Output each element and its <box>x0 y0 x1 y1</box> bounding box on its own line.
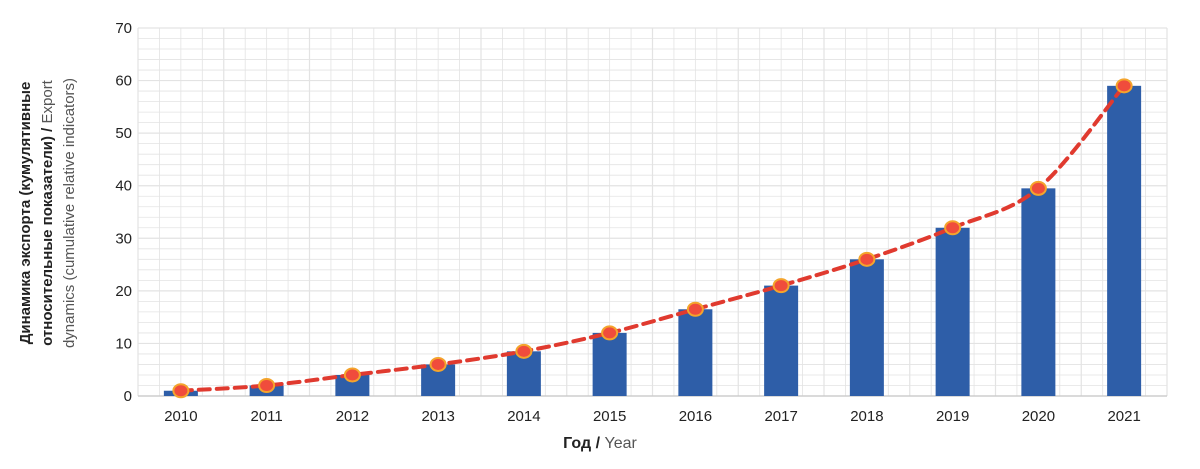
bars <box>163 85 1142 396</box>
x-tick-label: 2020 <box>1022 408 1055 425</box>
data-point-marker <box>343 367 361 383</box>
x-tick-label: 2019 <box>936 408 969 425</box>
bar <box>935 227 970 396</box>
x-tick-label: 2013 <box>421 408 454 425</box>
data-point-marker <box>429 356 447 372</box>
x-tick-label: 2015 <box>593 408 626 425</box>
y-tick-label: 70 <box>115 20 132 37</box>
bar <box>678 309 713 396</box>
data-point-marker <box>686 301 704 317</box>
x-tick-labels: 2010 2011 2012 2013 2014 2015 2016 2017 2018 2019… <box>164 408 1141 425</box>
x-axis-title-primary: Год <box>563 435 591 452</box>
y-axis-title-line3: dynamics (cumulative relative indicators… <box>61 78 78 348</box>
data-point-marker <box>944 220 962 236</box>
y-tick-label: 60 <box>115 73 132 90</box>
y-axis-title-line2: относительные показатели) / Export <box>39 79 56 346</box>
x-tick-label: 2014 <box>507 408 540 425</box>
data-point-marker <box>601 325 619 341</box>
x-tick-label: 2010 <box>164 408 197 425</box>
x-tick-label: 2011 <box>250 408 282 425</box>
data-point-marker <box>772 278 790 294</box>
data-point-marker <box>172 383 190 399</box>
y-tick-label: 0 <box>124 388 132 405</box>
x-tick-label: 2016 <box>679 408 712 425</box>
x-tick-label: 2012 <box>336 408 369 425</box>
data-point-marker <box>258 377 276 393</box>
bar <box>764 285 799 396</box>
data-point-marker <box>1115 78 1133 94</box>
y-axis-title-line1: Динамика экспорта (кумулятивные <box>17 82 34 345</box>
grid <box>137 27 1168 397</box>
bar <box>1021 188 1056 396</box>
x-tick-label: 2021 <box>1107 408 1140 425</box>
bar <box>335 374 370 396</box>
x-axis-title-secondary: Year <box>605 435 638 452</box>
x-axis-title: Год / Year <box>563 435 637 452</box>
y-tick-label: 40 <box>115 178 132 195</box>
x-tick-label: 2018 <box>850 408 883 425</box>
data-point-marker <box>515 343 533 359</box>
y-tick-label: 50 <box>115 125 132 142</box>
y-tick-label: 30 <box>115 230 132 247</box>
y-tick-label: 20 <box>115 283 132 300</box>
y-tick-labels: 0 10 20 30 40 50 60 70 <box>115 20 132 405</box>
bar <box>592 332 627 396</box>
data-point-marker <box>858 251 876 267</box>
y-tick-label: 10 <box>115 335 132 352</box>
x-tick-label: 2017 <box>764 408 797 425</box>
bar <box>1107 85 1142 396</box>
y-axis-title: Динамика экспорта (кумулятивные относите… <box>17 78 78 348</box>
y-axis-title-line2-secondary: Export <box>39 79 56 123</box>
bar <box>849 259 884 396</box>
y-axis-title-line2-separator: / <box>39 124 56 137</box>
data-point-marker <box>1029 180 1047 196</box>
y-axis-title-line2-primary: относительные показатели) <box>39 136 56 346</box>
markers <box>172 78 1133 399</box>
x-axis-title-separator: / <box>591 435 604 452</box>
